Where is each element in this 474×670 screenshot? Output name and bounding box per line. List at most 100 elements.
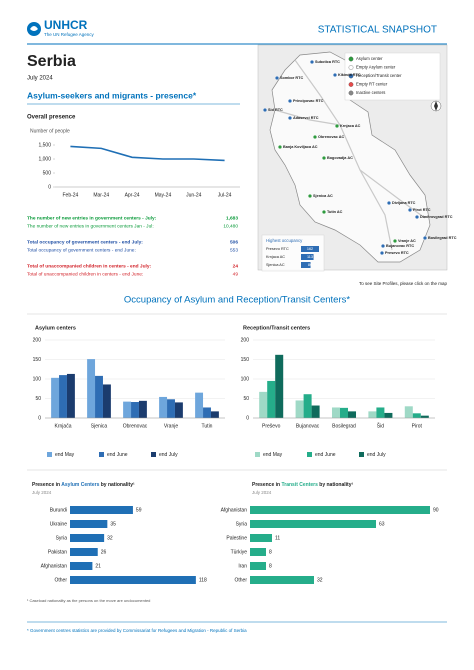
y-tick-label: 500 — [43, 170, 52, 176]
agency: The UN Refugee Agency — [44, 32, 95, 37]
x-tick-label: Pirot — [412, 423, 423, 429]
bar — [159, 396, 168, 418]
legend-label: end July — [159, 452, 178, 458]
report-date: July 2024 — [27, 76, 53, 82]
category-label: Syria — [56, 535, 68, 541]
legend-swatch — [359, 452, 364, 457]
site-label: Pirot RTC — [413, 208, 431, 212]
legend-label: end May — [263, 452, 283, 458]
occupancy-value: 113 — [307, 255, 313, 259]
stat-label: Total of unaccompanied children in cente… — [27, 263, 152, 269]
value-label: 11 — [275, 535, 280, 541]
site-label: Subotica RTC — [315, 60, 340, 64]
legend-symbol — [348, 56, 354, 62]
stat-label: Total of unaccompanied children in cente… — [27, 271, 143, 277]
site-marker — [278, 145, 282, 149]
bar — [123, 401, 132, 418]
bar — [376, 407, 385, 418]
road — [274, 109, 341, 126]
y-tick-label: 0 — [246, 415, 249, 421]
value-label: 32 — [317, 577, 323, 583]
y-tick-label: 200 — [33, 337, 42, 343]
y-tick-label: 50 — [243, 396, 249, 402]
y-axis-label: Number of people — [30, 128, 70, 134]
bar — [195, 392, 204, 418]
category-label: Ukraine — [50, 521, 67, 527]
bar — [70, 576, 196, 584]
legend-symbol — [348, 65, 354, 70]
x-tick-label: Apr-24 — [125, 192, 140, 198]
x-tick-label: Tutin — [202, 423, 213, 429]
value-label: 35 — [110, 521, 116, 527]
legend-symbol — [348, 82, 354, 87]
logo — [27, 22, 41, 36]
site-label: Bogovadja AC — [327, 156, 353, 160]
y-tick-label: 200 — [241, 337, 250, 343]
map-legend — [344, 52, 441, 101]
bar — [70, 562, 93, 570]
occupancy-site: Krnjaca AC — [266, 255, 285, 259]
bar — [59, 375, 67, 418]
site-marker — [387, 201, 391, 205]
chart-subtitle: July 2024 — [32, 490, 52, 495]
category-label: Other — [54, 577, 67, 583]
site-marker — [393, 239, 397, 243]
occupancy-chip — [301, 254, 314, 260]
chart-title: Presence in Transit Centers by nationali… — [252, 482, 353, 488]
bar — [138, 400, 147, 418]
bar — [203, 407, 211, 418]
x-tick-label: Jun-24 — [186, 192, 202, 198]
chart-subtitle: July 2024 — [252, 490, 272, 495]
title-part: Transit Centers — [281, 482, 318, 488]
y-tick-label: 100 — [33, 376, 42, 382]
bar — [174, 402, 183, 418]
title-part: by nationality¹ — [318, 482, 354, 488]
x-tick-label: Krnjača — [55, 423, 72, 429]
stat-value: 1,683 — [226, 215, 238, 221]
legend-label: end July — [367, 452, 386, 458]
bar — [412, 413, 421, 418]
site-label: Kikinda RTC — [338, 73, 361, 77]
bar — [420, 415, 429, 418]
x-tick-label: Preševo — [262, 423, 281, 429]
x-tick-label: Feb-24 — [62, 192, 78, 198]
x-tick-label: Bujanovac — [296, 423, 320, 429]
category-label: Pakistan — [48, 549, 67, 555]
bar — [70, 506, 133, 514]
bar — [70, 534, 105, 542]
site-marker — [313, 135, 317, 139]
country-title: Serbia — [27, 53, 76, 70]
legend-swatch — [307, 452, 312, 457]
map[interactable] — [257, 44, 448, 272]
stat-label: The number of new entries in government … — [27, 215, 157, 221]
bar — [250, 562, 266, 570]
stat-value: 24 — [233, 263, 239, 269]
bar — [250, 576, 314, 584]
site-marker — [380, 251, 384, 255]
value-label: 26 — [101, 549, 107, 555]
title-part: by nationality¹ — [99, 482, 135, 488]
occupancy-site: Sjenica AC — [266, 263, 285, 267]
value-label: 63 — [379, 521, 385, 527]
x-tick-label: Sjenica — [91, 423, 108, 429]
legend-label: end June — [315, 452, 336, 458]
site-label: Sombor RTC — [280, 76, 303, 80]
occupancy-box-title: Highest occupancy — [266, 238, 303, 243]
legend-swatch — [47, 452, 52, 457]
logo-icon-detail — [30, 26, 38, 31]
chart-title: Asylum centers — [35, 325, 76, 331]
site-label: Dimitrovgrad RTC — [420, 215, 453, 219]
logo-text: UNHCR — [44, 18, 88, 32]
category-label: Iran — [238, 563, 247, 569]
site-label: Sid RTC — [268, 108, 283, 112]
category-label: Afghanistan — [221, 507, 248, 513]
bar — [70, 548, 98, 556]
y-tick-label: 50 — [35, 396, 41, 402]
category-label: Other — [234, 577, 247, 583]
x-tick-label: Mar-24 — [93, 192, 109, 198]
bar — [131, 402, 139, 418]
title-part: Presence in — [252, 482, 281, 488]
bar — [339, 407, 349, 418]
chart-title: Presence in Asylum Centers by nationalit… — [32, 482, 135, 488]
